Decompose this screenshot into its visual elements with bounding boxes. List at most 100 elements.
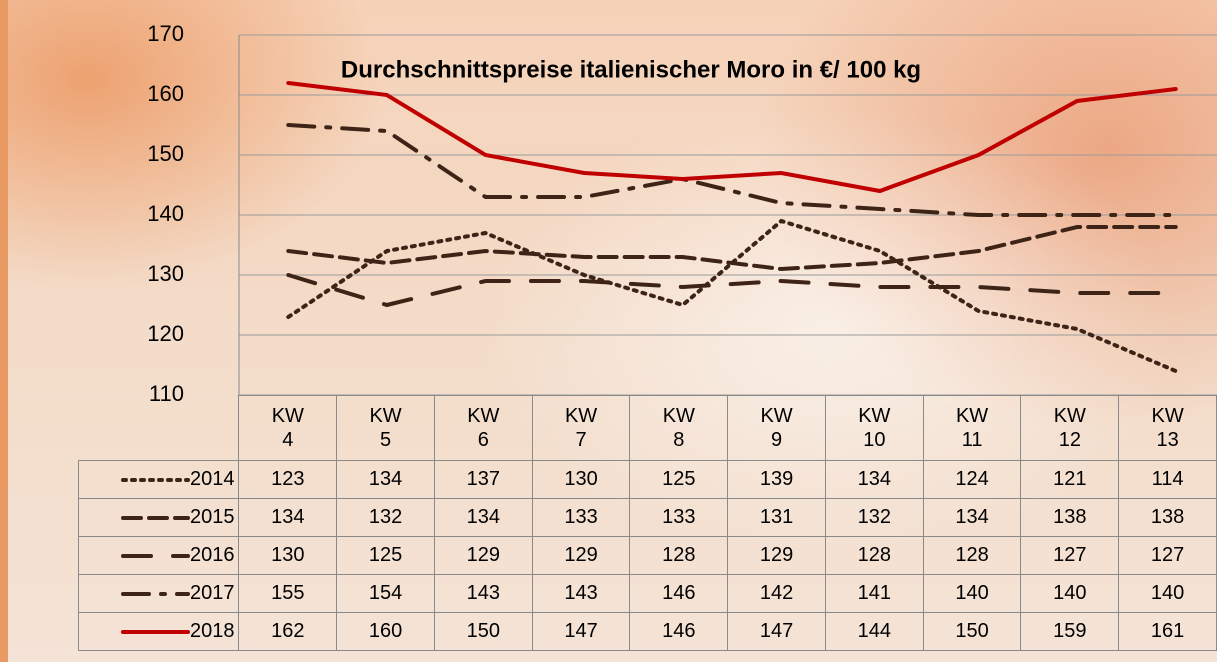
category-cell: KW 4: [239, 396, 337, 461]
legend-label: 2016: [190, 544, 235, 566]
value-cell: 140: [1021, 575, 1119, 613]
legend-entry: 2015: [79, 499, 239, 537]
x-tick-label: KW 11: [956, 404, 988, 452]
x-tick-label: KW 13: [1151, 404, 1183, 452]
category-cell: KW 7: [532, 396, 630, 461]
data-table: KW 4 KW 5 KW 6 KW 7 KW 8 KW 9 KW 10 KW 11 KW 12 K…: [78, 395, 1217, 651]
value-cell: 125: [337, 537, 435, 575]
category-cell: KW 11: [923, 396, 1021, 461]
value-cell: 159: [1021, 613, 1119, 651]
value-cell: 123: [239, 461, 337, 499]
value-cell: 138: [1119, 499, 1217, 537]
value-cell: 129: [434, 537, 532, 575]
value-cell: 129: [728, 537, 826, 575]
x-tick-label: KW 10: [858, 404, 890, 452]
value-cell: 137: [434, 461, 532, 499]
series-line: [288, 275, 1175, 305]
series-line: [288, 227, 1175, 269]
value-cell: 134: [337, 461, 435, 499]
header-row: KW 4 KW 5 KW 6 KW 7 KW 8 KW 9 KW 10 KW 11 KW 12 K…: [79, 396, 1217, 461]
y-tick-label: 160: [147, 81, 184, 106]
value-cell: 141: [825, 575, 923, 613]
value-cell: 133: [532, 499, 630, 537]
value-cell: 133: [630, 499, 728, 537]
legend-entry: 2014: [79, 461, 239, 499]
x-tick-label: KW 7: [565, 404, 597, 452]
value-cell: 130: [532, 461, 630, 499]
value-cell: 127: [1021, 537, 1119, 575]
legend-swatch: [120, 549, 190, 563]
value-cell: 140: [1119, 575, 1217, 613]
legend-label: 2018: [190, 620, 235, 642]
value-cell: 162: [239, 613, 337, 651]
category-cell: KW 8: [630, 396, 728, 461]
value-cell: 139: [728, 461, 826, 499]
category-cell: KW 5: [337, 396, 435, 461]
category-cell: KW 13: [1119, 396, 1217, 461]
value-cell: 134: [923, 499, 1021, 537]
x-tick-label: KW 4: [272, 404, 304, 452]
value-cell: 134: [239, 499, 337, 537]
value-cell: 128: [923, 537, 1021, 575]
legend-label: 2015: [190, 506, 235, 528]
value-cell: 127: [1119, 537, 1217, 575]
value-cell: 150: [434, 613, 532, 651]
category-cell: KW 6: [434, 396, 532, 461]
x-tick-label: KW 6: [467, 404, 499, 452]
value-cell: 131: [728, 499, 826, 537]
legend-swatch: [120, 473, 190, 487]
value-cell: 134: [825, 461, 923, 499]
value-cell: 125: [630, 461, 728, 499]
value-cell: 128: [630, 537, 728, 575]
value-cell: 114: [1119, 461, 1217, 499]
value-cell: 154: [337, 575, 435, 613]
category-cell: KW 12: [1021, 396, 1119, 461]
value-cell: 147: [532, 613, 630, 651]
value-cell: 130: [239, 537, 337, 575]
value-cell: 121: [1021, 461, 1119, 499]
category-cell: KW 10: [825, 396, 923, 461]
y-tick-label: 130: [147, 261, 184, 286]
chart-page: Durchschnittspreise italienischer Moro i…: [0, 0, 1217, 662]
value-cell: 138: [1021, 499, 1119, 537]
legend-swatch: [120, 511, 190, 525]
value-cell: 134: [434, 499, 532, 537]
value-cell: 144: [825, 613, 923, 651]
x-tick-label: KW 12: [1054, 404, 1086, 452]
value-cell: 150: [923, 613, 1021, 651]
series-line: [288, 83, 1175, 191]
legend-entry: 2016: [79, 537, 239, 575]
value-cell: 147: [728, 613, 826, 651]
value-cell: 146: [630, 575, 728, 613]
series-line: [288, 125, 1175, 215]
value-cell: 140: [923, 575, 1021, 613]
value-cell: 155: [239, 575, 337, 613]
category-cell: KW 9: [728, 396, 826, 461]
y-tick-label: 150: [147, 141, 184, 166]
x-tick-label: KW 5: [369, 404, 401, 452]
legend-label: 2014: [190, 468, 235, 490]
legend-swatch: [120, 625, 190, 639]
legend-swatch: [120, 587, 190, 601]
x-tick-label: KW 8: [663, 404, 695, 452]
chart-title: Durchschnittspreise italienischer Moro i…: [341, 56, 921, 83]
value-cell: 132: [337, 499, 435, 537]
series-line: [288, 221, 1175, 371]
value-cell: 142: [728, 575, 826, 613]
value-cell: 143: [434, 575, 532, 613]
legend-entry: 2017: [79, 575, 239, 613]
y-tick-label: 120: [147, 321, 184, 346]
x-tick-label: KW 9: [760, 404, 792, 452]
legend-entry: 2018: [79, 613, 239, 651]
y-tick-label: 170: [147, 21, 184, 46]
corner: [79, 396, 239, 461]
y-tick-label: 140: [147, 201, 184, 226]
value-cell: 161: [1119, 613, 1217, 651]
value-cell: 160: [337, 613, 435, 651]
legend-label: 2017: [190, 582, 235, 604]
